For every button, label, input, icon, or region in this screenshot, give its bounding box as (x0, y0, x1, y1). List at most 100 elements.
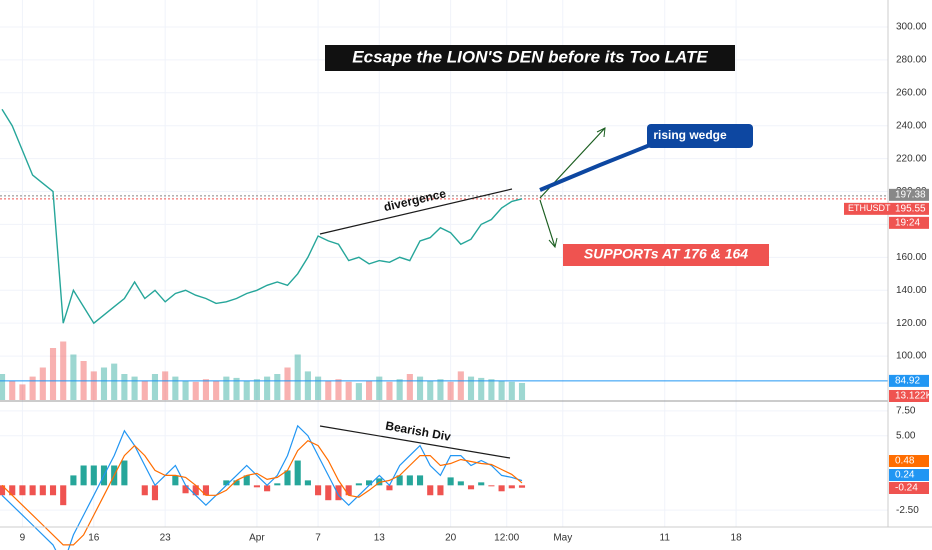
signal-badge-bg (889, 469, 929, 481)
histogram-bar (294, 460, 301, 486)
histogram-bar (19, 485, 26, 496)
price-badge: 84.92 (895, 376, 920, 387)
volume-bar (467, 376, 475, 400)
histogram-bar (304, 480, 311, 486)
symbol-bg (844, 202, 889, 215)
histogram-bar (29, 485, 36, 496)
histogram-bar (151, 485, 159, 501)
volume-bar (325, 380, 332, 400)
y-tick-label: 5.00 (896, 430, 916, 441)
volume-bar (457, 371, 464, 400)
volume-bar (100, 367, 108, 400)
histogram-bar (508, 485, 515, 489)
volume-bar (9, 380, 16, 400)
volume-bar (0, 374, 6, 400)
histogram-bar (325, 485, 332, 501)
histogram-bar (121, 460, 128, 486)
grid (0, 0, 888, 527)
volume-bar (304, 371, 311, 400)
histogram-bar (233, 480, 240, 486)
x-tick-label: May (553, 533, 572, 544)
supports-box (563, 244, 769, 266)
histogram-bar (141, 485, 148, 496)
x-tick-label: 20 (445, 533, 457, 544)
rising-wedge-box (647, 124, 753, 148)
volume-bar (111, 363, 118, 400)
histogram-bar (274, 483, 281, 486)
histogram-bar (172, 475, 179, 486)
histogram-bar (416, 475, 424, 486)
price-badge-bg (889, 374, 929, 387)
x-tick-label: Apr (249, 533, 265, 544)
volume-bar (233, 377, 240, 400)
volume-bar (345, 381, 352, 400)
histogram-bar (243, 475, 250, 486)
countdown-bg (889, 216, 929, 229)
y-tick-label: 120.00 (896, 318, 927, 329)
volume-bar (406, 374, 413, 400)
bearish-div-line (319, 425, 511, 459)
histogram-bar (345, 485, 352, 496)
volume-bar (386, 381, 393, 400)
histogram-bar (457, 481, 464, 486)
volume-bar (162, 371, 169, 400)
histogram-bar (447, 477, 454, 486)
y-tick-label: 300.00 (896, 22, 927, 33)
macd-badge-bg (889, 455, 929, 467)
volume-bar (19, 384, 26, 400)
volume-bar (60, 341, 67, 400)
volume-bar (498, 380, 505, 400)
volume-bar (376, 376, 383, 400)
histogram-bar (253, 485, 260, 488)
volume-bar (70, 354, 77, 400)
oscillator-line (1, 424, 523, 550)
histogram-badge: -0.24 (895, 483, 918, 494)
histogram-bar (70, 475, 77, 486)
volume-bar (478, 377, 485, 400)
histogram-bar (202, 485, 210, 496)
histogram-bar (80, 465, 87, 486)
histogram-bar (488, 485, 495, 487)
histogram-bar (396, 475, 403, 486)
volume-bar (213, 380, 220, 400)
volume-bar (488, 379, 495, 400)
volume-bar (253, 379, 260, 400)
histogram-bar (264, 485, 271, 492)
volume-bar (315, 376, 322, 400)
histogram-bar (9, 485, 16, 496)
divergence-line (319, 188, 513, 235)
histogram-bar (386, 485, 393, 491)
histogram-bar (478, 482, 485, 486)
price-badge-bg (889, 188, 929, 201)
volume-bar (202, 379, 210, 400)
y-tick-label: 7.50 (896, 406, 916, 417)
histogram-bar (223, 480, 230, 486)
volume-bar (192, 381, 199, 400)
histogram-bar (406, 475, 413, 486)
volume-bar (243, 380, 250, 400)
plot (0, 108, 888, 550)
histogram-bar (90, 465, 97, 486)
histogram-bar (192, 485, 199, 496)
volume-badge-bg (889, 390, 929, 402)
histogram-bar (39, 485, 46, 496)
volume-bar (274, 374, 281, 400)
price-badge: 195.55 (895, 203, 926, 214)
y-tick-label: 260.00 (896, 87, 927, 98)
price-line-series (1, 108, 523, 325)
volume-bar (427, 380, 434, 400)
volume-bar (416, 376, 424, 400)
y-tick-label: 220.00 (896, 153, 927, 164)
histogram-bar (467, 485, 475, 490)
volume-bar (447, 381, 454, 400)
volume-bar (396, 379, 403, 400)
down-arrow-head (548, 237, 558, 249)
histogram-bar (0, 485, 6, 496)
volume-bar (264, 376, 271, 400)
volume-bar (508, 381, 515, 400)
x-tick-label: 12:00 (494, 533, 519, 544)
price-badge: 197.38 (895, 189, 926, 200)
down-arrow (539, 199, 556, 248)
